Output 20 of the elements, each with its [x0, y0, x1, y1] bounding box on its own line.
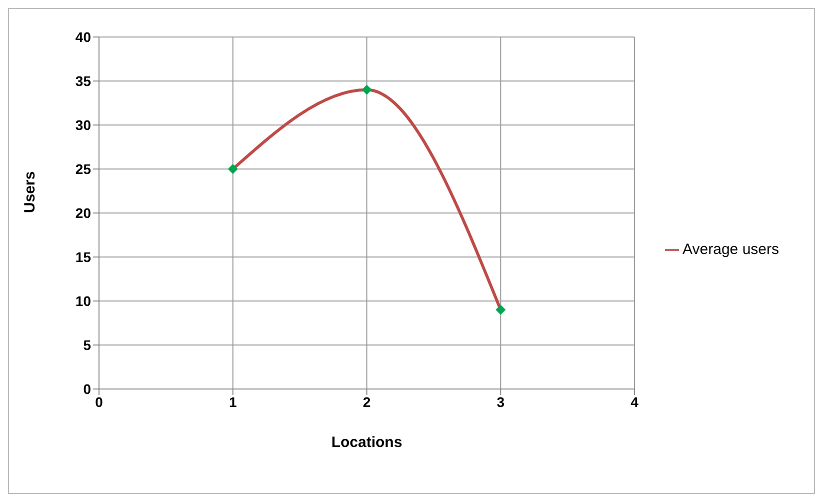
x-tick-label: 1: [228, 394, 237, 410]
y-axis-title: Users: [21, 171, 38, 213]
point: [362, 84, 372, 95]
x-axis-title: Locations: [331, 434, 402, 451]
x-tick-label: 4: [630, 394, 639, 410]
y-tick-label: 20: [75, 204, 92, 221]
point: [228, 164, 238, 174]
y-tick-label: 15: [75, 248, 92, 265]
y-tick-label: 10: [75, 292, 92, 309]
y-tick-label: 35: [75, 72, 92, 89]
point: [496, 304, 506, 315]
x-tick-label: 3: [496, 394, 505, 410]
x-tick-label: 2: [362, 394, 371, 410]
x-tick-label: 0: [95, 394, 104, 410]
y-tick-label: 40: [75, 28, 92, 45]
y-tick-label: 0: [83, 380, 92, 397]
y-tick-label: 5: [83, 336, 92, 353]
legend-label: Average users: [682, 240, 779, 258]
y-tick-label: 25: [75, 160, 92, 177]
y-tick-label: 30: [75, 116, 92, 133]
